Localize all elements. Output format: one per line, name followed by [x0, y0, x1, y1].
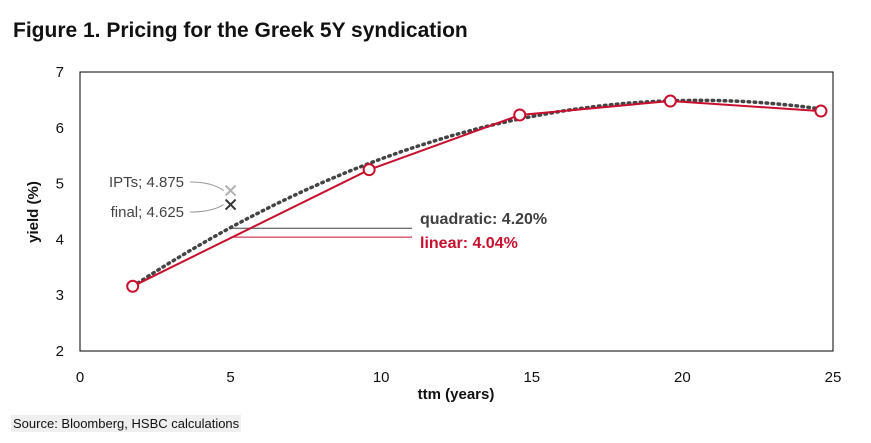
- data-point-marker: [126, 279, 140, 293]
- x-tick-label: 15: [523, 369, 540, 386]
- y-tick-label: 3: [56, 287, 64, 304]
- x-tick-label: 10: [373, 369, 390, 386]
- x-tick-label: 5: [226, 369, 234, 386]
- data-point-marker: [362, 163, 376, 177]
- data-point-marker: [513, 108, 527, 122]
- price-point-leader: [189, 204, 224, 213]
- y-tick-label: 5: [56, 176, 64, 193]
- data-point-marker: [663, 94, 677, 108]
- price-point-label: final; 4.625: [111, 204, 184, 221]
- source-note: Source: Bloomberg, HSBC calculations: [11, 415, 242, 432]
- price-point-marker: [224, 198, 237, 211]
- price-point-leader: [189, 181, 224, 191]
- x-axis-label: ttm (years): [418, 386, 495, 403]
- y-tick-label: 4: [56, 231, 64, 248]
- annotation-label: quadratic: 4.20%: [420, 211, 547, 228]
- chart-title: Figure 1. Pricing for the Greek 5Y syndi…: [13, 19, 468, 42]
- plot-area: [79, 71, 834, 352]
- y-axis-label: yield (%): [25, 181, 42, 243]
- y-tick-label: 6: [56, 120, 64, 137]
- price-point-marker: [224, 184, 237, 197]
- chart-marks: 0 5 10 15 20 25 2 3 4 5 6 7 IPTs; 4.875 final; 4.625 q…: [56, 64, 842, 386]
- y-tick-label: 7: [56, 64, 64, 81]
- x-tick-label: 25: [825, 369, 842, 386]
- series-quadratic-line: [130, 98, 823, 289]
- data-point-marker: [814, 104, 828, 118]
- price-point-label: IPTs; 4.875: [109, 174, 184, 191]
- y-tick-label: 2: [56, 343, 64, 360]
- annotation-label: linear: 4.04%: [420, 235, 518, 252]
- x-tick-label: 20: [674, 369, 691, 386]
- x-tick-label: 0: [76, 369, 84, 386]
